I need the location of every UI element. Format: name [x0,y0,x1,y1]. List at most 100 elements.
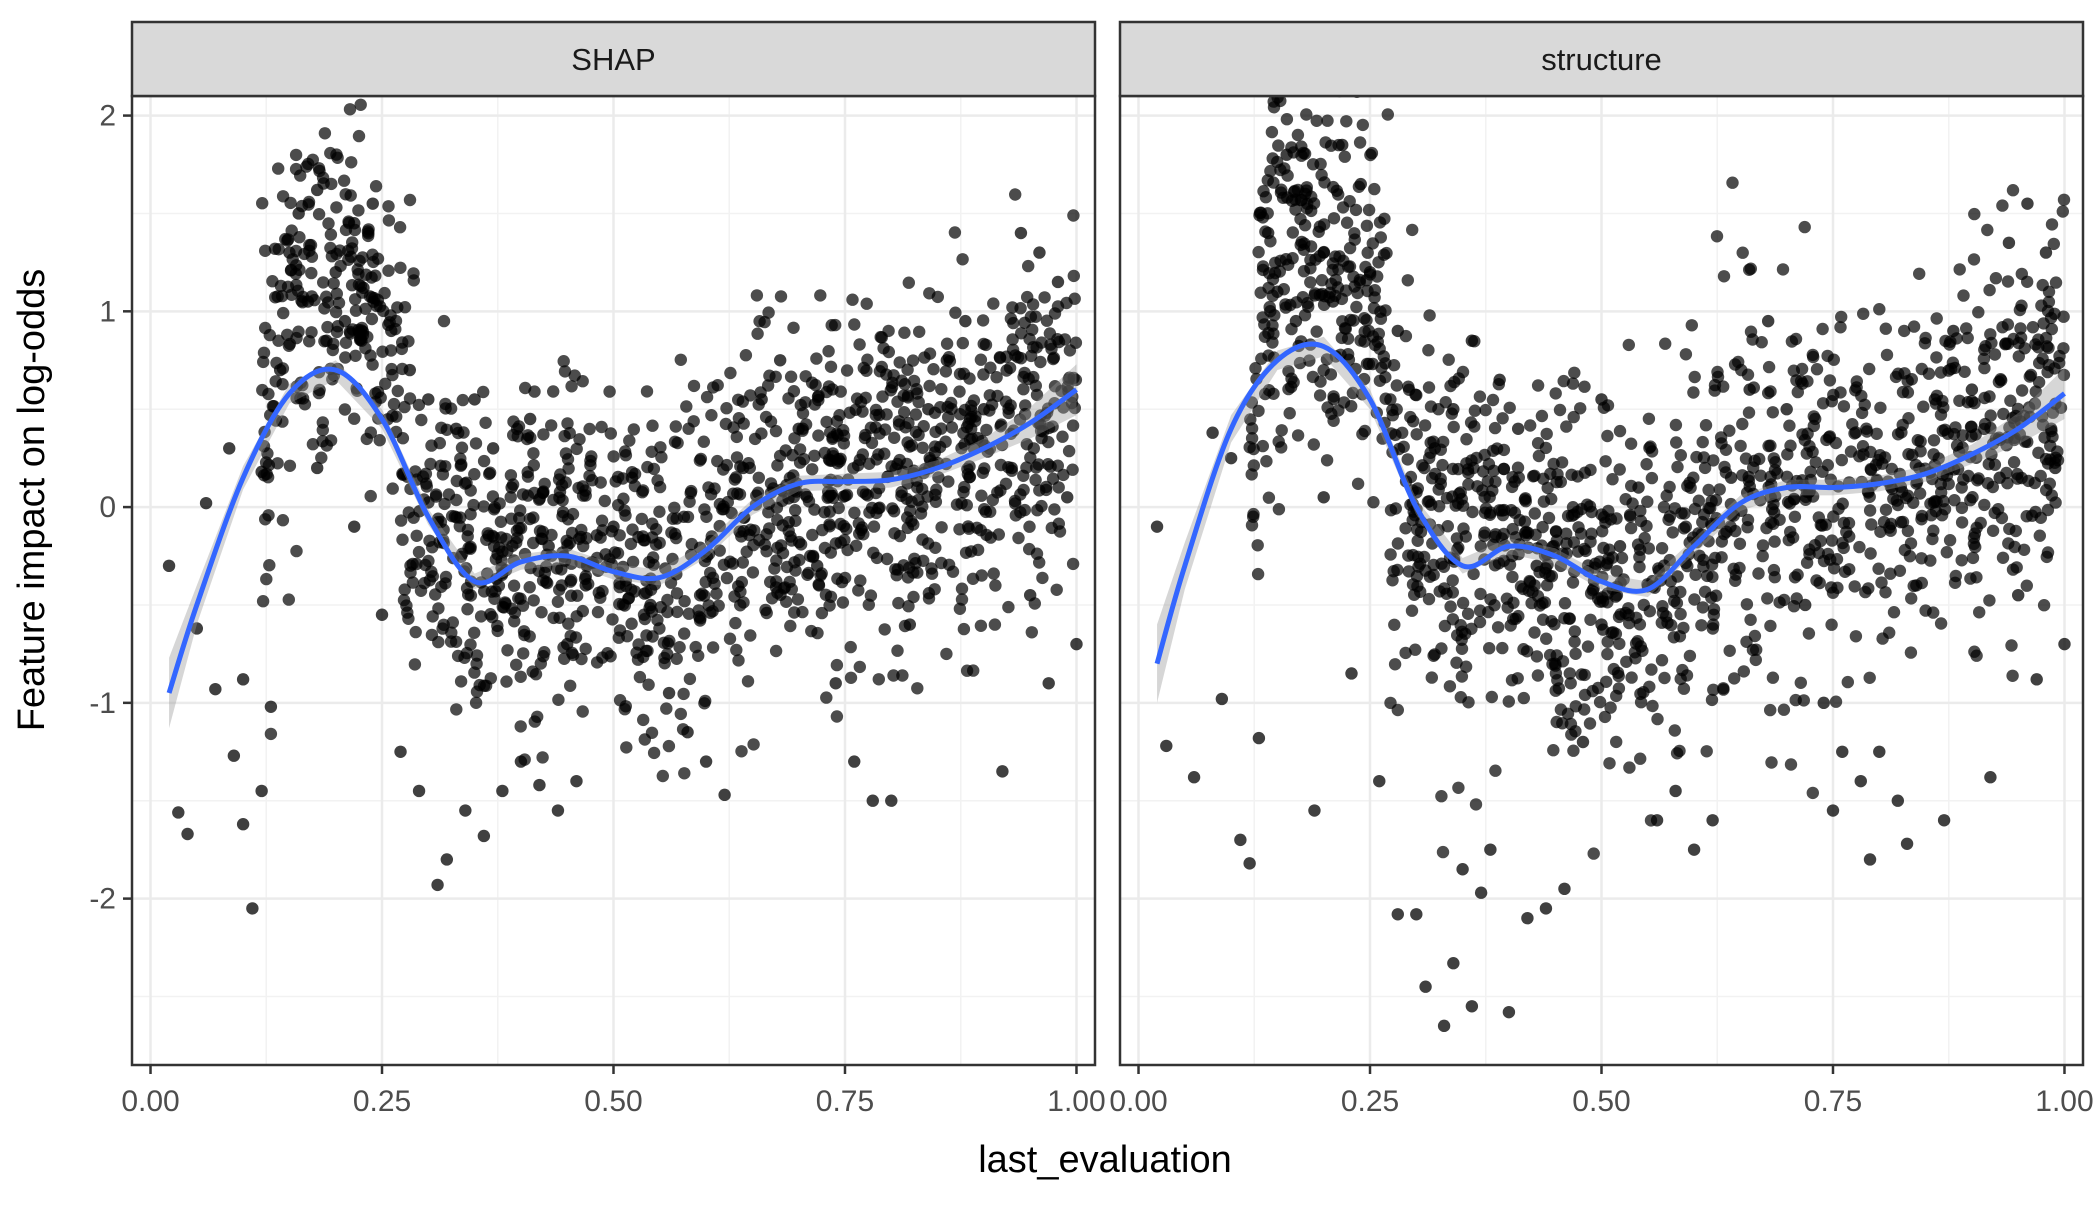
data-point [1275,441,1288,454]
data-point [440,853,454,866]
data-point [976,314,990,327]
data-point [1348,227,1361,240]
data-point [394,261,407,274]
data-point [1645,663,1658,676]
data-point [734,599,747,612]
data-point [1002,600,1015,614]
data-point [712,599,725,612]
data-point [1427,558,1440,572]
data-point [330,247,343,261]
data-point [1624,437,1638,450]
data-point [1027,341,1040,354]
data-point [1496,412,1509,425]
data-point [1397,440,1410,453]
data-point [1298,147,1312,160]
data-point [1388,618,1401,631]
data-point [1540,632,1553,645]
data-point [1047,351,1061,364]
data-point [595,420,608,434]
data-point [1215,692,1229,706]
data-point [1913,487,1927,500]
data-point [1996,199,2009,212]
data-point [771,459,784,472]
data-point [1821,458,1835,472]
data-point [1006,333,1019,346]
data-point [1367,496,1380,509]
data-point [995,418,1008,431]
data-point [687,415,700,428]
data-point [403,363,416,377]
data-point [553,611,566,624]
data-point [1449,499,1462,512]
data-point [619,579,633,593]
data-point [1742,470,1755,484]
data-point [2007,332,2020,346]
data-point [901,363,914,376]
data-point [613,597,626,611]
data-point [704,488,718,501]
data-point [396,533,409,546]
data-point [2021,197,2034,210]
data-point [820,691,833,704]
data-point [1497,527,1511,541]
data-point [298,247,311,261]
data-point [1977,352,1991,365]
data-point [1530,559,1543,573]
data-point [1761,592,1774,605]
data-point [1744,262,1758,275]
data-point [873,427,886,440]
data-point [1507,596,1520,609]
data-point [1487,464,1500,477]
data-point [1003,361,1017,375]
data-point [1620,655,1633,668]
data-point [627,423,640,436]
data-point [1879,322,1893,335]
data-point [848,318,861,331]
data-point [1900,837,1914,850]
data-point [285,288,298,301]
data-point [763,369,776,382]
data-point [1964,494,1977,507]
data-point [607,520,620,533]
data-point [467,498,480,512]
data-point [554,468,567,481]
data-point [403,193,417,207]
data-point [583,469,596,483]
data-point [1050,583,1063,596]
data-point [1036,571,1049,585]
data-point [811,559,824,573]
data-point [508,615,521,628]
smooth-line [1154,341,2066,665]
data-point [1025,626,1039,639]
data-point [1424,400,1438,413]
data-point [626,555,640,569]
data-point [246,902,259,915]
data-point [928,583,941,596]
data-point [1243,441,1256,454]
data-point [199,496,213,510]
data-point [720,458,733,472]
data-point [620,741,633,754]
data-point [479,416,492,429]
data-point [678,595,691,608]
data-point [570,442,583,456]
data-point [529,668,543,681]
data-point [929,541,942,554]
data-point [1988,458,2002,471]
data-point [1826,586,1840,599]
data-point [1021,259,1035,273]
data-point [496,600,509,614]
data-point [1390,379,1404,392]
data-point [461,530,474,543]
data-point [1291,128,1305,142]
data-point [1794,676,1808,689]
data-point [332,296,346,310]
data-point [2005,639,2018,652]
data-point [348,217,361,230]
data-point [268,242,282,255]
data-point [1384,548,1397,561]
x-tick-label: 0.25 [353,1085,411,1118]
data-point [209,682,222,696]
data-point [1848,580,1861,593]
